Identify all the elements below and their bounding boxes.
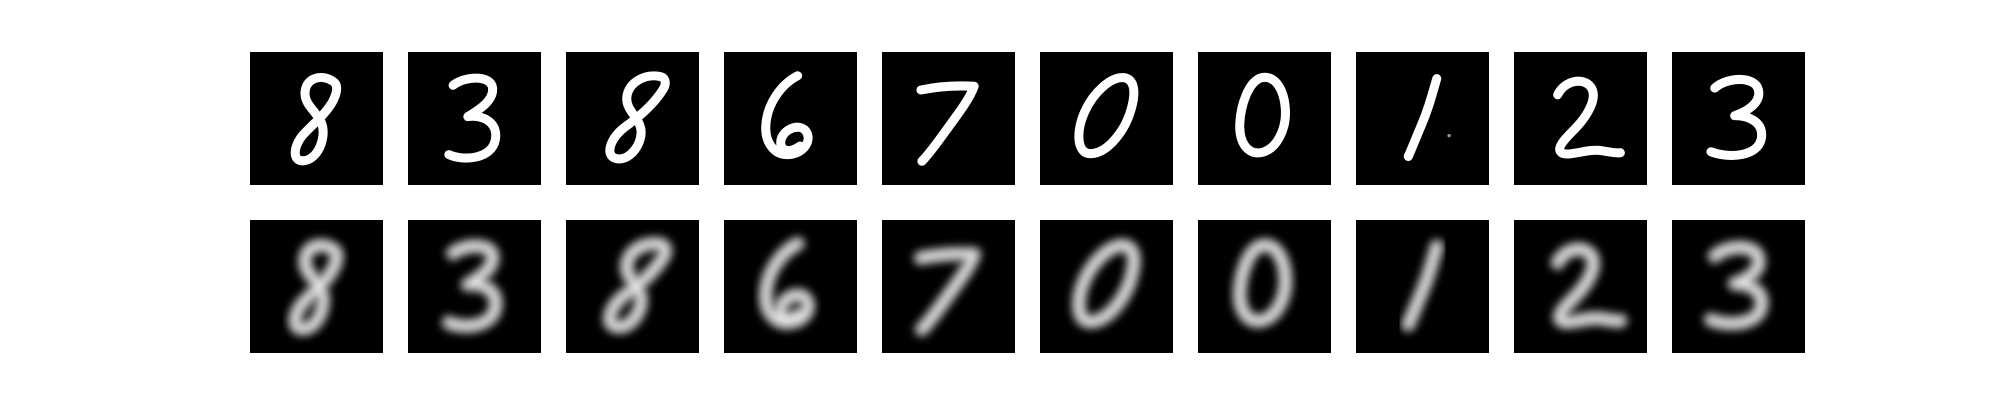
digit-stroke xyxy=(444,73,501,163)
digit-stroke xyxy=(605,71,670,164)
digit-blurred-stroke xyxy=(1075,241,1138,326)
original-digits-row xyxy=(0,52,2000,185)
original-digit-8-image xyxy=(566,52,699,185)
digit-stroke xyxy=(1706,74,1767,160)
digit-blurred-stroke xyxy=(1404,242,1441,329)
original-digit-8-drawing xyxy=(566,52,699,185)
reconstruction-digit-3-image xyxy=(408,220,541,353)
reconstruction-digit-2-image xyxy=(1514,220,1647,353)
digit-blurred-stroke xyxy=(445,242,500,330)
digit-blurred-stroke xyxy=(761,239,812,327)
digit-stroke xyxy=(761,71,813,160)
original-digit-0-image xyxy=(1040,52,1173,185)
original-digit-7-drawing xyxy=(882,52,1015,185)
reconstruction-digit-0-drawing xyxy=(1040,220,1173,353)
tile-background xyxy=(724,52,857,185)
tile-background xyxy=(1040,220,1173,353)
original-digit-1-image xyxy=(1356,52,1489,185)
reconstruction-digit-3-drawing xyxy=(408,220,541,353)
reconstruction-digit-0-drawing xyxy=(1198,220,1331,353)
reconstruction-digit-8-drawing xyxy=(566,220,699,353)
reconstruction-digit-0-image xyxy=(1040,220,1173,353)
reconstruction-digit-7-image xyxy=(882,220,1015,353)
original-digit-2-drawing xyxy=(1514,52,1647,185)
original-digit-6-image xyxy=(724,52,857,185)
digit-stroke xyxy=(1553,76,1625,159)
digit-blurred-stroke xyxy=(917,250,978,334)
reconstruction-digit-8-image xyxy=(566,220,699,353)
original-digit-3-drawing xyxy=(1672,52,1805,185)
digit-blurred-stroke xyxy=(606,240,670,331)
reconstruction-digit-2-drawing xyxy=(1514,220,1647,353)
tile-background xyxy=(1198,52,1331,185)
original-digit-8-drawing xyxy=(250,52,383,185)
reconstruction-digit-8-drawing xyxy=(250,220,383,353)
digit-blurred-stroke xyxy=(1553,245,1625,326)
reconstruction-digit-7-drawing xyxy=(882,220,1015,353)
original-digit-0-drawing xyxy=(1040,52,1173,185)
original-digit-6-drawing xyxy=(724,52,857,185)
digit-stroke xyxy=(1074,73,1139,159)
digit-stroke xyxy=(1235,72,1290,158)
original-digit-3-image xyxy=(1672,52,1805,185)
reconstruction-digit-8-image xyxy=(250,220,383,353)
reconstruction-digit-0-image xyxy=(1198,220,1331,353)
reconstruction-digit-6-drawing xyxy=(724,220,857,353)
reconstruction-digit-1-image xyxy=(1356,220,1489,353)
original-digit-0-image xyxy=(1198,52,1331,185)
reconstruction-digit-6-image xyxy=(724,220,857,353)
digit-blurred-stroke xyxy=(1707,243,1766,328)
reconstruction-digit-1-drawing xyxy=(1356,220,1489,353)
tile-background xyxy=(1040,52,1173,185)
digit-stroke xyxy=(916,81,979,166)
tile-background xyxy=(882,52,1015,185)
original-digit-3-image xyxy=(408,52,541,185)
original-digit-2-image xyxy=(1514,52,1647,185)
stray-pixel xyxy=(1447,133,1451,138)
digit-stroke xyxy=(1403,74,1442,162)
reconstructed-digits-row xyxy=(0,220,2000,353)
digit-blurred-stroke xyxy=(291,241,341,333)
original-digit-1-drawing xyxy=(1356,52,1489,185)
original-digit-7-image xyxy=(882,52,1015,185)
original-digit-8-image xyxy=(250,52,383,185)
original-digit-3-drawing xyxy=(408,52,541,185)
digit-stroke xyxy=(290,73,342,166)
original-digit-0-drawing xyxy=(1198,52,1331,185)
reconstruction-digit-3-drawing xyxy=(1672,220,1805,353)
reconstruction-digit-3-image xyxy=(1672,220,1805,353)
digit-blurred-stroke xyxy=(1235,241,1290,325)
